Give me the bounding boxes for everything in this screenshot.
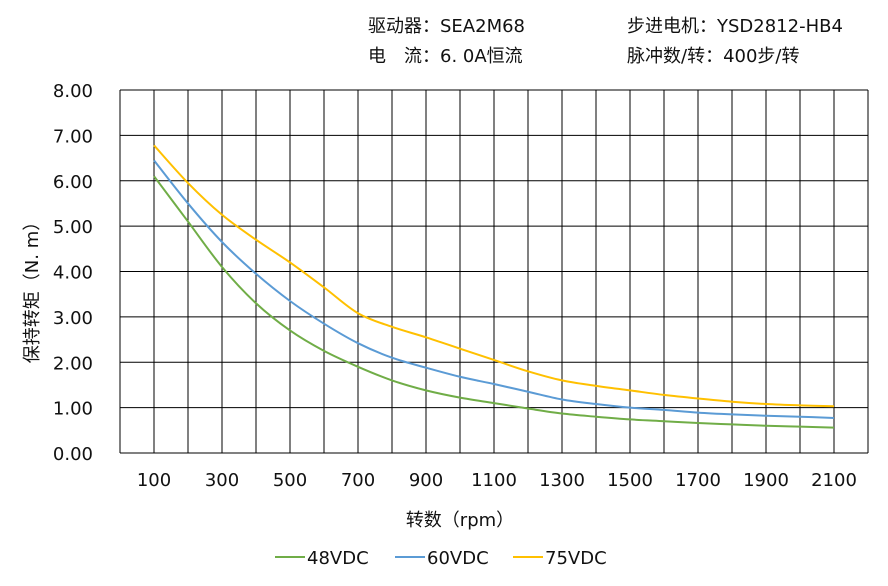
legend-label-60VDC: 60VDC: [427, 548, 489, 569]
series-line-60VDC: [153, 159, 835, 420]
motor-label: 步进电机：YSD2812-HB4: [627, 16, 843, 37]
x-tick-label: 500: [273, 470, 307, 491]
grid: [119, 89, 869, 454]
y-tick-label: 6.00: [53, 172, 93, 193]
driver-label: 驱动器：SEA2M68: [368, 16, 525, 37]
x-tick-label: 700: [341, 470, 375, 491]
x-tick-label: 1700: [675, 470, 721, 491]
y-tick-label: 7.00: [53, 126, 93, 147]
x-tick-label: 100: [137, 470, 171, 491]
legend-label-48VDC: 48VDC: [307, 548, 369, 569]
y-tick-label: 5.00: [53, 217, 93, 238]
x-tick-label: 1300: [539, 470, 585, 491]
x-tick-label: 1100: [471, 470, 517, 491]
y-tick-label: 1.00: [53, 399, 93, 420]
y-ticks: 0.00 1.00 2.00 3.00 4.00 5.00 6.00 7.00 8.00: [53, 81, 93, 465]
x-tick-label: 300: [205, 470, 239, 491]
y-axis-label: 保持转矩（N. m）: [22, 213, 43, 363]
x-tick-label: 2100: [811, 470, 857, 491]
series-lines: [153, 144, 835, 429]
current-label: 电 流：6. 0A恒流: [368, 46, 523, 67]
legend: 48VDC 60VDC 75VDC: [275, 548, 607, 569]
y-tick-label: 2.00: [53, 353, 93, 374]
x-axis-label: 转数（rpm）: [406, 510, 514, 531]
x-tick-label: 900: [409, 470, 443, 491]
legend-label-75VDC: 75VDC: [545, 548, 607, 569]
series-line-48VDC: [153, 175, 835, 429]
x-tick-label: 1500: [607, 470, 653, 491]
series-line-75VDC: [153, 144, 835, 408]
x-tick-label: 1900: [743, 470, 789, 491]
y-tick-label: 4.00: [53, 263, 93, 284]
y-tick-label: 8.00: [53, 81, 93, 102]
x-ticks: 100 300 500 700 900 1100 1300 1500 1700 1900 2100: [137, 470, 857, 491]
y-tick-label: 3.00: [53, 308, 93, 329]
pulses-label: 脉冲数/转：400步/转: [627, 46, 800, 67]
y-tick-label: 0.00: [53, 444, 93, 465]
